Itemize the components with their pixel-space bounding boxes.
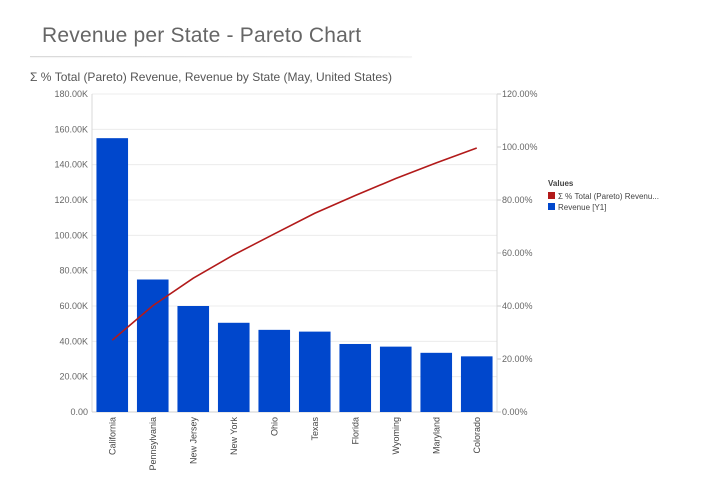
bar	[379, 346, 412, 412]
bar	[217, 322, 250, 412]
chart-subtitle: Σ % Total (Pareto) Revenue, Revenue by S…	[30, 70, 393, 84]
page-title: Revenue per State - Pareto Chart	[42, 24, 362, 47]
y-right-tick-label: 80.00%	[502, 195, 533, 205]
legend-title: Values	[548, 179, 574, 188]
y-left-tick-label: 140.00K	[54, 160, 88, 170]
y-left-tick-label: 180.00K	[54, 89, 88, 99]
x-tick-label: Maryland	[431, 417, 441, 454]
bar	[420, 352, 453, 412]
y-right-tick-label: 20.00%	[502, 354, 533, 364]
x-tick-label: New York	[229, 417, 239, 456]
bar	[298, 331, 331, 412]
y-right-tick-label: 100.00%	[502, 142, 538, 152]
legend-entry: Σ % Total (Pareto) Revenu...	[558, 192, 659, 201]
y-left-tick-label: 160.00K	[54, 124, 88, 134]
y-right-tick-label: 40.00%	[502, 301, 533, 311]
x-tick-label: Texas	[310, 417, 320, 441]
y-left-tick-label: 60.00K	[59, 301, 88, 311]
x-tick-label: Pennsylvania	[148, 417, 158, 471]
x-tick-label: New Jersey	[188, 417, 198, 465]
y-left-tick-label: 120.00K	[54, 195, 88, 205]
pareto-line	[111, 147, 478, 341]
y-left-tick-label: 20.00K	[59, 372, 88, 382]
bar	[460, 356, 493, 412]
y-left-tick-label: 80.00K	[59, 266, 88, 276]
x-tick-label: Colorado	[472, 417, 482, 454]
bar	[258, 329, 291, 412]
y-left-tick-label: 0.00	[70, 407, 88, 417]
bar	[339, 343, 372, 412]
y-left-tick-label: 40.00K	[59, 336, 88, 346]
y-right-tick-label: 120.00%	[502, 89, 538, 99]
legend-entry: Revenue [Y1]	[558, 203, 606, 212]
x-tick-label: Florida	[350, 417, 360, 445]
bar	[177, 306, 210, 412]
y-left-tick-label: 100.00K	[54, 230, 88, 240]
y-right-tick-label: 60.00%	[502, 248, 533, 258]
legend-swatch	[548, 203, 555, 210]
x-tick-label: Wyoming	[391, 417, 401, 454]
y-right-tick-label: 0.00%	[502, 407, 528, 417]
bar	[96, 138, 129, 412]
title-divider	[30, 56, 412, 57]
bar	[136, 279, 169, 412]
x-tick-label: California	[107, 417, 117, 455]
legend-swatch	[548, 192, 555, 199]
x-tick-label: Ohio	[269, 417, 279, 436]
